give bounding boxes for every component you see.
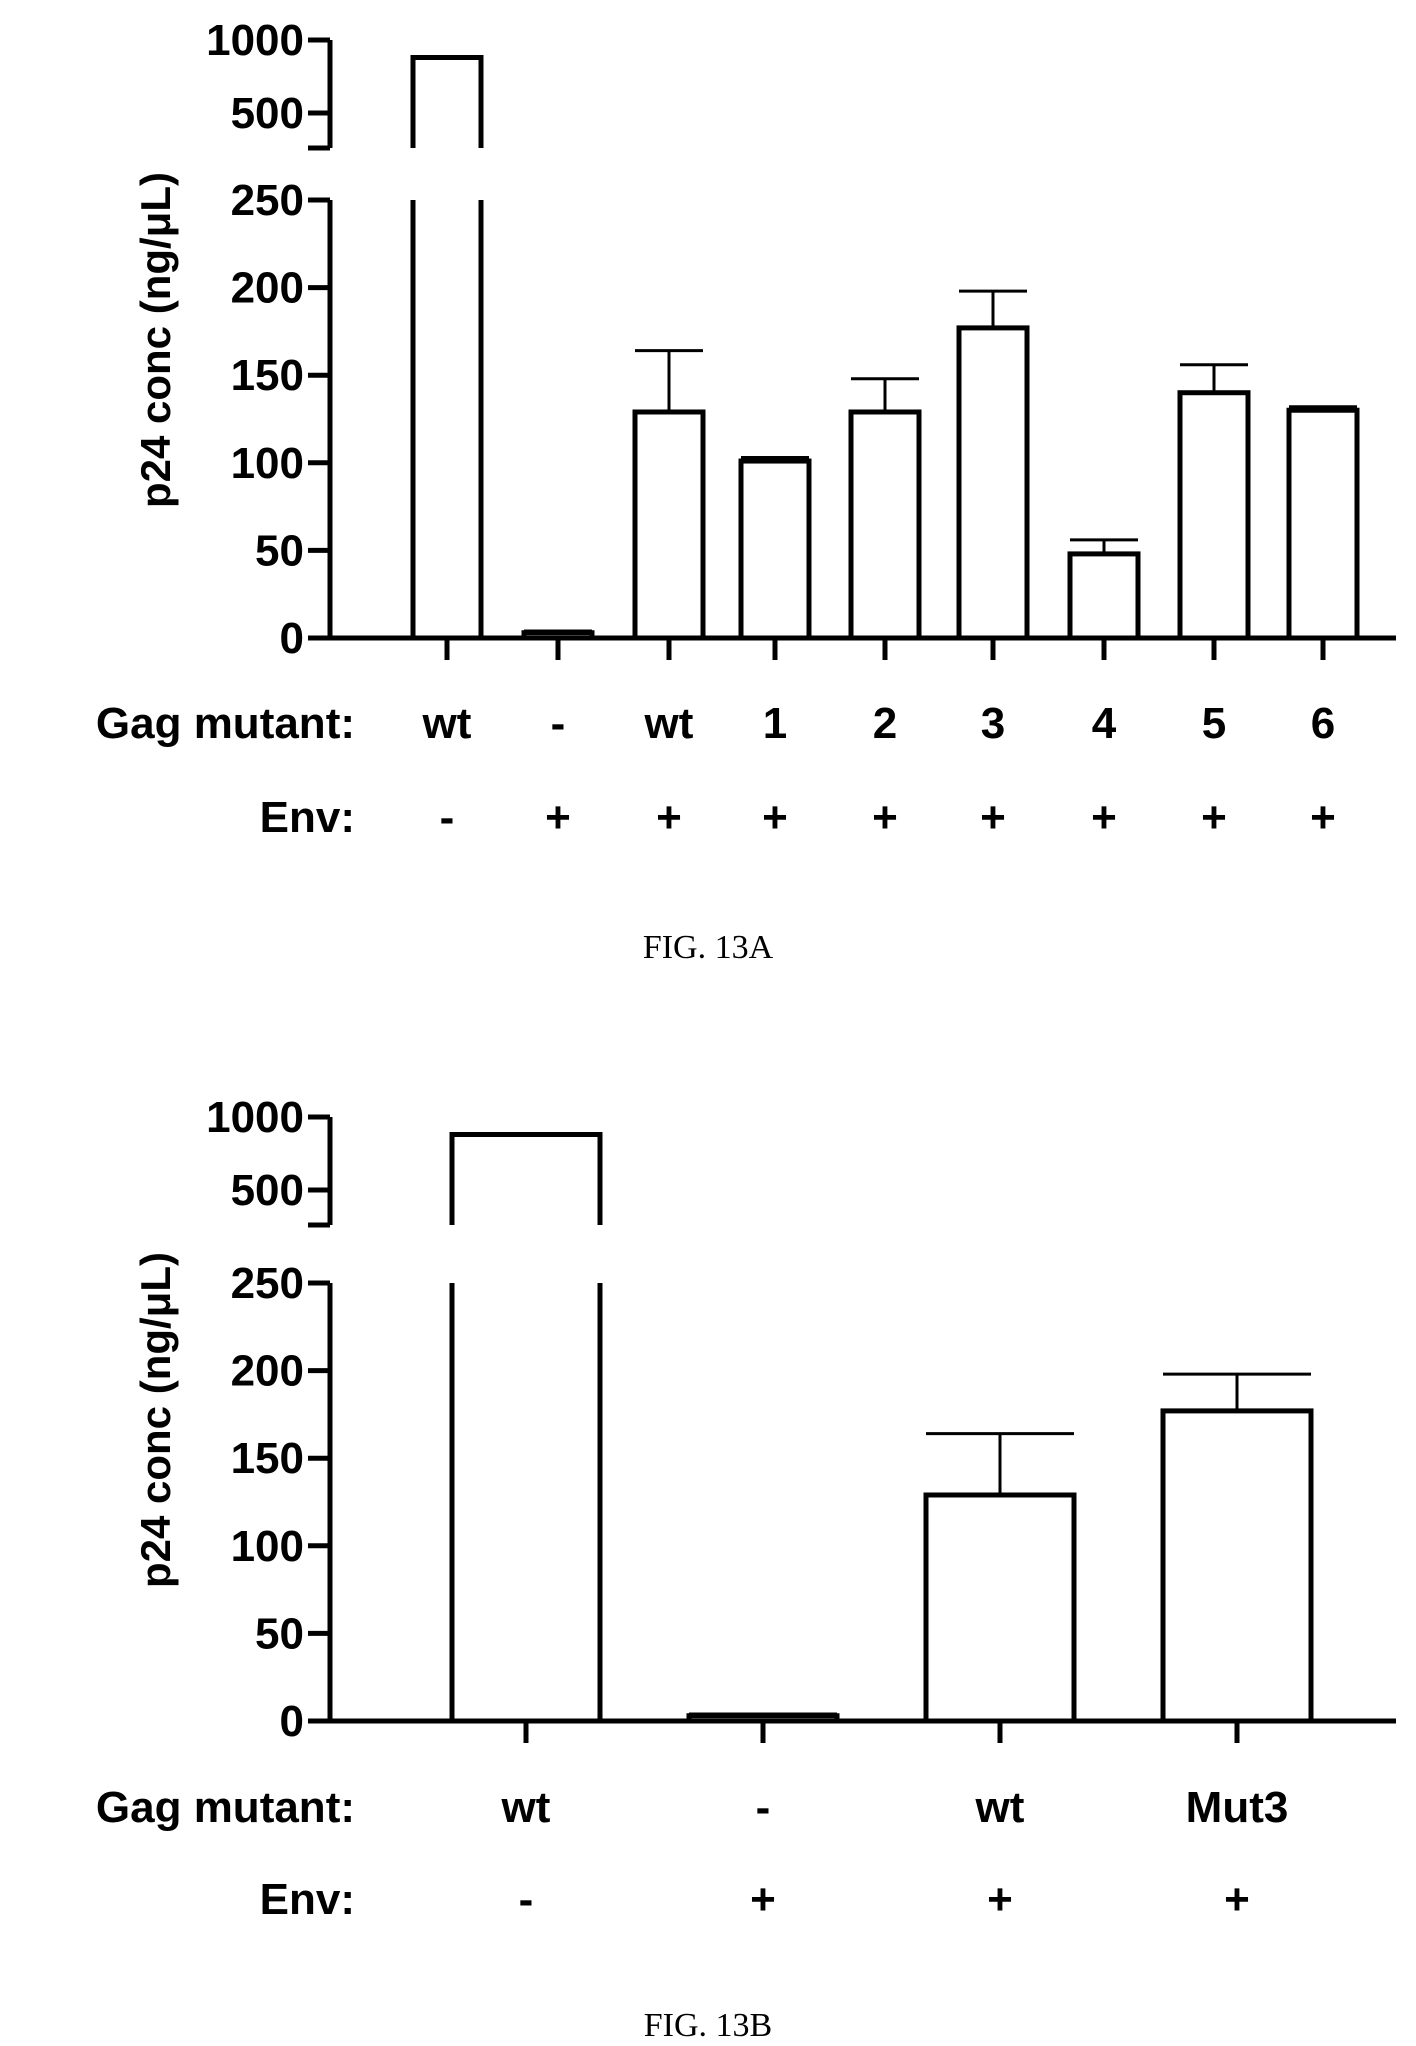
y-tick-label: 150: [231, 351, 304, 400]
env-category-label: +: [987, 1875, 1013, 1924]
env-category-label: +: [1091, 793, 1117, 842]
env-category-label: +: [762, 793, 788, 842]
env-row-label: Env:: [260, 793, 355, 842]
bar: [923, 1492, 1077, 1724]
y-tick-label: 0: [280, 614, 304, 663]
env-category-label: +: [750, 1875, 776, 1924]
y-axis-label: p24 conc (ng/μL): [132, 1252, 179, 1588]
bar: [956, 325, 1030, 641]
env-category-label: +: [1310, 793, 1336, 842]
y-tick-label: 250: [231, 1259, 304, 1308]
y-tick-label: 50: [255, 1609, 304, 1658]
bar: [521, 630, 595, 641]
gag-category-label: wt: [644, 699, 694, 748]
gag-category-label: 1: [763, 699, 787, 748]
env-category-label: -: [519, 1875, 534, 1924]
y-axis-label: p24 conc (ng/μL): [132, 172, 179, 508]
figure-caption: FIG. 13A: [643, 929, 774, 966]
env-category-label: -: [440, 793, 455, 842]
gag-category-label: wt: [501, 1783, 551, 1832]
y-tick-label: 50: [255, 526, 304, 575]
bar: [1177, 390, 1251, 641]
gag-category-label: 4: [1092, 699, 1117, 748]
env-category-label: +: [1224, 1875, 1250, 1924]
gag-row-label: Gag mutant:: [96, 1783, 355, 1832]
y-tick-label: 500: [231, 1166, 304, 1215]
env-category-label: +: [980, 793, 1006, 842]
y-tick-label: 100: [231, 439, 304, 488]
bar: [1067, 551, 1141, 641]
gag-category-label: wt: [422, 699, 472, 748]
y-tick-label: 200: [231, 264, 304, 313]
bar: [632, 409, 706, 641]
y-tick-label: 1000: [206, 16, 304, 65]
env-category-label: +: [1201, 793, 1227, 842]
gag-category-label: 5: [1202, 699, 1226, 748]
y-tick-label: 1000: [206, 1093, 304, 1142]
env-category-label: +: [872, 793, 898, 842]
env-category-label: +: [656, 793, 682, 842]
gag-category-label: -: [551, 699, 566, 748]
bar: [1286, 407, 1360, 641]
y-tick-label: 200: [231, 1347, 304, 1396]
chart-fig13a: 0 50 100 150 200 250 500 1000 p24 conc (ng/μL) wt…: [96, 16, 1396, 966]
bar: [848, 409, 922, 641]
env-category-label: +: [545, 793, 571, 842]
bar: [686, 1713, 840, 1724]
env-row-label: Env:: [260, 1875, 355, 1924]
bar-lower-segment: [449, 1283, 603, 1721]
figure-caption: FIG. 13B: [644, 2007, 772, 2044]
gag-row-label: Gag mutant:: [96, 699, 355, 748]
gag-category-label: 3: [981, 699, 1005, 748]
bar: [1160, 1408, 1314, 1724]
y-tick-label: 500: [231, 89, 304, 138]
y-tick-label: 250: [231, 176, 304, 225]
y-tick-label: 0: [280, 1697, 304, 1746]
chart-fig13b: 0 50 100 150 200 250 500 1000 p24 conc (ng/μL) wt…: [96, 1093, 1396, 2044]
bar: [738, 458, 812, 641]
gag-category-label: -: [756, 1783, 771, 1832]
y-tick-label: 150: [231, 1434, 304, 1483]
gag-category-label: wt: [975, 1783, 1025, 1832]
gag-category-label: Mut3: [1186, 1783, 1289, 1832]
bar-upper-segment: [449, 1132, 603, 1225]
bar-lower-segment: [410, 200, 484, 638]
bar-upper-segment: [410, 55, 484, 148]
y-tick-label: 100: [231, 1522, 304, 1571]
gag-category-label: 2: [873, 699, 897, 748]
gag-category-label: 6: [1311, 699, 1335, 748]
